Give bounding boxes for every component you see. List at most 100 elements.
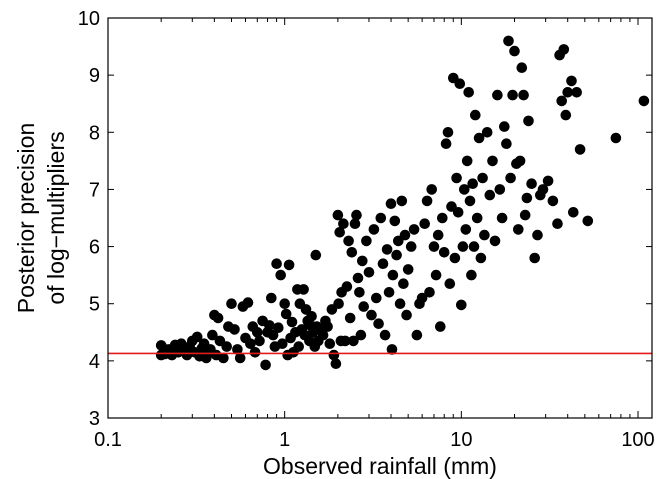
y-tick-label: 10 [78,8,100,30]
data-point [212,312,224,324]
data-point [355,329,367,341]
data-point [207,329,218,341]
data-point [386,344,398,355]
data-point [357,255,368,267]
data-point [454,78,466,89]
data-point [401,309,412,321]
points-layer [155,35,650,371]
data-point [542,175,554,187]
data-point [537,184,549,195]
data-point [245,338,256,350]
data-point [499,121,510,132]
data-point [494,184,506,195]
data-point [381,244,393,255]
data-point [513,224,524,235]
data-point [267,329,279,341]
data-point [518,89,529,101]
data-point [452,207,464,218]
y-axis-label-line2: of log−multipliers [43,131,69,304]
data-point [271,258,282,270]
data-point [456,299,467,311]
data-point [358,301,370,312]
data-point [484,189,496,201]
data-point [552,218,563,229]
data-point [556,95,567,107]
data-point [468,241,480,252]
data-point [477,172,488,184]
data-point [475,252,487,264]
data-point [306,311,317,322]
data-point [334,227,346,238]
data-point [426,184,438,195]
data-point [349,218,361,229]
data-point [322,321,333,332]
y-tick-label: 4 [89,351,100,373]
data-point [394,298,406,310]
data-point [249,347,261,358]
data-point [280,308,292,320]
data-point [560,109,572,121]
data-point [419,218,431,229]
data-point [242,297,254,308]
data-point [330,358,342,370]
data-point [505,172,516,184]
data-point [377,258,389,270]
data-point [610,132,622,144]
data-point [348,335,359,347]
data-point [421,195,433,207]
data-point [507,89,518,101]
x-tick-label: 100 [621,429,654,451]
data-point [416,292,428,304]
data-point [444,278,456,290]
data-point [402,264,414,275]
data-point [514,155,526,167]
data-point [568,207,579,218]
data-point [470,109,481,121]
data-point [275,269,287,281]
data-point [411,329,423,341]
data-point [526,178,537,189]
data-point [264,320,275,331]
data-point [351,209,362,221]
plot-frame [107,17,653,419]
data-point [459,184,470,195]
data-point [324,338,336,350]
data-point [379,329,391,341]
data-point [464,195,476,207]
data-point [430,269,442,281]
data-point [391,249,402,261]
data-point [532,229,543,241]
data-point [473,132,485,144]
data-point [408,224,420,235]
y-axis-label-line1: Posterior precision [13,123,39,313]
data-point [332,209,344,221]
data-point [529,252,540,264]
data-point [385,198,397,209]
data-point [363,267,375,278]
data-point [496,212,508,224]
data-point [273,322,284,334]
data-point [232,344,243,355]
data-point [339,335,351,347]
y-tick-label: 9 [89,65,100,87]
data-point [428,241,440,252]
data-point [234,352,246,364]
data-point [461,155,473,167]
data-point [435,321,446,332]
data-point [571,87,582,98]
data-point [298,284,309,295]
data-point [503,35,514,47]
data-point [226,298,237,310]
data-point [344,312,356,324]
data-point [516,62,528,73]
data-point [191,331,203,343]
data-point [387,269,399,281]
data-point [338,218,349,229]
data-point [221,341,232,352]
data-point [251,327,263,338]
data-point [229,324,240,335]
data-point [501,138,512,149]
y-tick-label: 3 [89,408,100,430]
data-point [354,287,365,298]
data-point [574,144,586,155]
